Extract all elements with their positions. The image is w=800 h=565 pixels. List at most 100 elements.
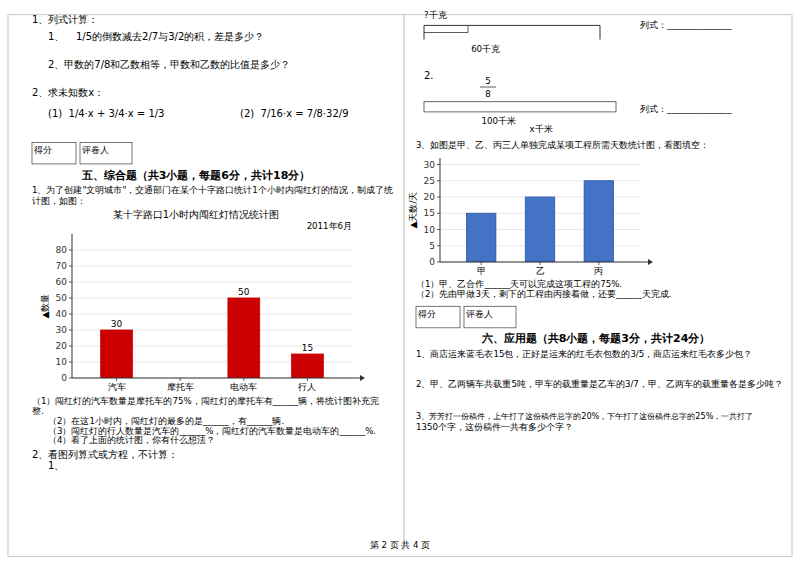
x-tick [598,262,599,265]
y-tick-label: 10 [424,225,436,235]
annotation: 得分 [34,145,52,155]
length-bar [424,102,616,112]
annotation: 100千米 [482,116,516,126]
annotation: 评卷人 [466,309,493,319]
annotation: 六、应用题（共8小题，每题3分，共计24分） [481,332,711,345]
score-box [464,306,516,328]
annotation: (2) 7/16·x = 7/8·32/9 [240,108,349,119]
y-tick-label: 40 [56,309,68,319]
y-tick-label: 10 [56,357,68,367]
annotation: 计图，如图： [32,196,86,206]
annotation: 1、商店运来蓝毛衣15包，正好是运来的红毛衣包数的3/5，商店运来红毛衣多少包？ [416,349,752,359]
annotation: 3、芳芳打一份稿件，上午打了这份稿件总字的20%，下午打了这份稿件总字的25%，… [416,411,753,421]
data-label: 15 [302,343,313,353]
grid-line [72,282,352,283]
bar [292,354,324,378]
annotation: 列式：_______________ [640,20,732,30]
page-texts: 1、列式计算：1、1/5的倒数减去2/7与3/2的积，差是多少？2、甲数的7/8… [32,14,393,472]
bar [466,213,495,262]
y-tick-label: 0 [429,257,435,267]
bar [228,298,260,378]
annotation: 1、为了创建"文明城市"，交通部门在某个十字路口统计1个小时内闯红灯的情况，制成… [32,185,393,195]
annotation: (1) 1/4·x + 3/4·x = 1/3 [48,108,164,119]
x-axis-arrow [648,259,653,265]
y-axis-line [72,234,73,378]
x-tick-label: 行人 [298,382,316,392]
annotation: 第 2 页 共 4 页 [370,540,431,550]
annotation: 1、列式计算： [32,14,98,25]
annotation: x千米 [530,124,553,134]
data-label: 30 [111,319,123,329]
diagram-line [424,32,468,33]
x-tick-label: 甲 [477,266,486,276]
grid-line [440,164,640,165]
grid-line [72,250,352,251]
annotation: （1）甲、乙合作______天可以完成这项工程的75%. [416,279,622,289]
fraction-bar [480,87,496,88]
annotation: 2、看图列算式或方程，不计算： [32,449,178,460]
annotation: ?千克 [424,10,447,20]
annotation: 五、综合题（共3小题，每题6分，共计18分） [81,169,311,182]
y-tick-label: 5 [429,241,435,251]
annotation: 1、 [48,460,64,471]
x-axis-arrow [360,375,365,381]
y-tick-label: 60 [56,277,68,287]
x-tick-label: 汽车 [108,382,126,392]
annotation: 1、 [48,31,64,42]
annotation: 2、求未知数x： [32,87,104,98]
y-tick-label: 70 [56,261,68,271]
bar [101,330,133,378]
y-tick-label: 50 [56,293,68,303]
score-box [32,142,76,164]
y-axis-label: ▲天数/天 [408,192,418,229]
annotation: （2）在这1小时内，闯红灯的最多的是______，有______辆. [48,416,284,426]
x-tick [540,262,541,265]
annotation: 得分 [418,309,436,319]
diagram-line [600,25,601,39]
x-tick [481,262,482,265]
exam-page: 1、列式计算：1、1/5的倒数减去2/7与3/2的积，差是多少？2、甲数的7/8… [0,0,800,565]
bar-chart: 051015202530甲乙丙▲天数/天 [408,158,653,276]
annotation: （4）看了上面的统计图，你有什么想法？ [48,435,215,445]
bars [466,181,613,262]
grid-line [72,298,352,299]
chart-subtitle: 2011年6月 [307,221,352,231]
annotation: 2. [424,70,434,81]
annotation: 3、如图是甲、乙、丙三人单独完成某项工程所需天数统计图，看图填空： [416,140,709,150]
diagram-line [424,25,600,26]
x-tick-label: 摩托车 [167,382,194,392]
y-tick-label: 15 [424,208,435,218]
annotation: 60千克 [471,44,500,54]
x-tick [116,378,117,381]
annotation: 1350个字，这份稿件一共有多少个字？ [416,422,573,432]
column-divider [404,14,405,551]
score-box [416,306,460,328]
score-box [80,142,132,164]
x-axis-line [72,378,360,379]
x-tick [307,378,308,381]
chart-title: 某十字路口1小时内闯红灯情况统计图 [113,209,279,220]
x-tick [180,378,181,381]
data-label: 50 [238,287,250,297]
y-axis-line [440,158,441,262]
annotation: 2、甲数的7/8和乙数相等，甲数和乙数的比值是多少？ [48,59,290,70]
annotation: 列式：_______________ [640,104,732,114]
y-tick-label: 0 [61,373,67,383]
y-tick-label: 80 [56,245,68,255]
grid-line [72,266,352,267]
page-border [8,15,792,557]
annotation: 8 [485,89,490,99]
bar-chart: 某十字路口1小时内闯红灯情况统计图2011年6月0102030405060708… [40,209,365,392]
annotation: 5 [485,76,490,86]
annotation: （1）闯红灯的汽车数量是摩托车的75%，闯红灯的摩托车有______辆，将统计图… [32,396,379,406]
annotation: 2、甲、乙两辆车共载重5吨，甲车的载重量是乙车的3/7，甲、乙两车的载重量各是多… [416,379,783,389]
annotation: 评卷人 [82,145,109,155]
annotation: 整. [32,406,44,416]
x-tick-label: 丙 [594,266,603,276]
y-tick-label: 30 [56,325,68,335]
grid-line [72,314,352,315]
bar [525,197,554,262]
y-tick-label: 20 [424,192,436,202]
y-axis-label: ▲数量 [40,294,50,319]
bars [101,298,324,378]
